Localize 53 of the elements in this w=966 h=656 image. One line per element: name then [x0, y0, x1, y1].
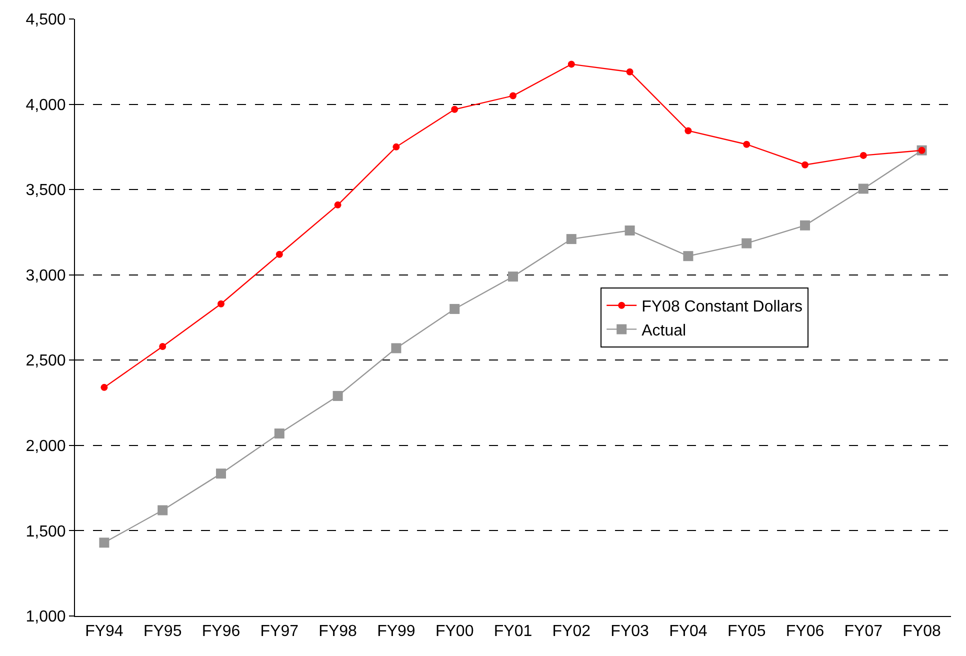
point — [624, 226, 635, 236]
x-tick-label: FY96 — [202, 623, 240, 640]
x-tick-label: FY98 — [318, 623, 358, 640]
x-tick-label: FY06 — [786, 623, 824, 640]
x-tick-label: FY03 — [610, 623, 650, 640]
y-tick-label: 3,000 — [26, 267, 66, 284]
point — [684, 127, 692, 134]
point — [568, 60, 575, 68]
y-tick-label: 1,000 — [26, 608, 66, 626]
y-tick-label: 3,500 — [26, 182, 66, 200]
point — [334, 201, 342, 208]
x-tick-label: FY94 — [85, 623, 124, 640]
point — [450, 304, 460, 314]
point — [158, 505, 168, 516]
point — [800, 220, 810, 230]
point — [332, 390, 343, 401]
x-tick-label: FY95 — [143, 623, 182, 640]
point — [274, 428, 284, 438]
point — [683, 251, 694, 262]
x-tick-label: FY02 — [552, 623, 591, 640]
legend-label: Actual — [642, 322, 686, 340]
y-tick-label: 1,500 — [26, 523, 66, 540]
x-tick-label: FY05 — [727, 623, 766, 640]
y-tick-label: 4,500 — [26, 12, 66, 29]
point — [858, 184, 868, 194]
point — [276, 250, 283, 258]
point — [743, 140, 750, 148]
point — [451, 106, 458, 113]
y-tick-label: 2,500 — [26, 352, 66, 370]
point — [100, 384, 108, 391]
x-tick-label: FY97 — [260, 623, 299, 640]
point — [218, 300, 224, 308]
point — [159, 343, 166, 350]
y-tick-label: 2,000 — [26, 438, 66, 456]
point — [626, 68, 634, 76]
point — [510, 92, 516, 100]
legend-label: FY08 Constant Dollars — [642, 298, 803, 316]
point — [508, 272, 518, 282]
x-tick-label: FY99 — [377, 623, 416, 640]
point — [566, 234, 576, 244]
x-tick-label: FY00 — [435, 623, 474, 640]
x-tick-label: FY08 — [902, 623, 942, 640]
point — [392, 143, 400, 150]
point — [860, 152, 867, 159]
x-tick-label: FY01 — [494, 623, 532, 640]
y-tick-label: 4,000 — [26, 96, 66, 114]
x-tick-label: FY04 — [669, 623, 708, 640]
point — [391, 343, 402, 354]
x-tick-label: FY07 — [844, 623, 883, 640]
point — [99, 538, 110, 548]
point — [742, 238, 752, 248]
point — [216, 468, 226, 479]
point — [802, 161, 808, 168]
